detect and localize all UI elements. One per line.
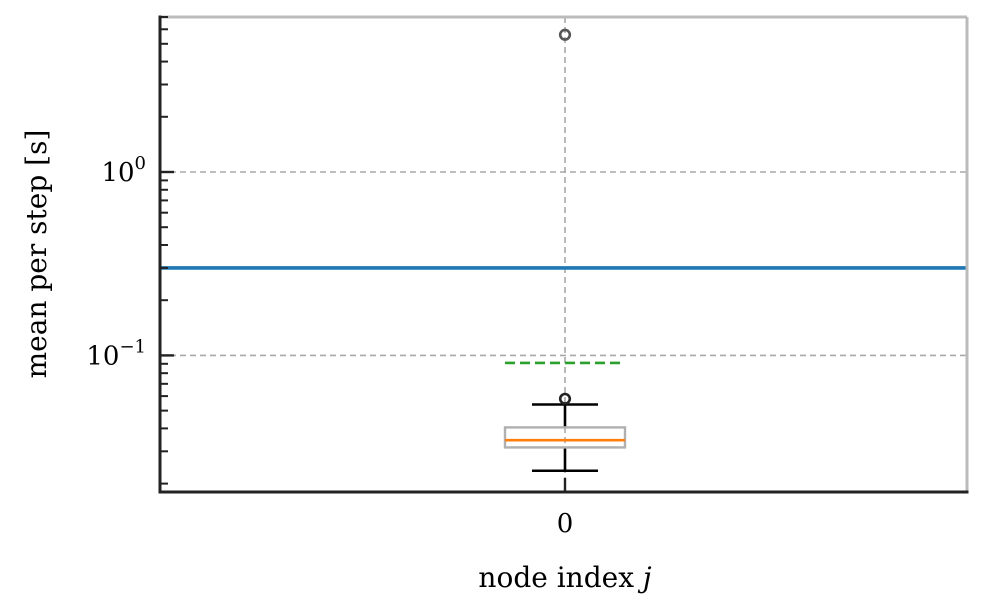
y-tick-label-1e-1: 10−1 — [86, 336, 146, 371]
y-tick-exponent: 0 — [135, 153, 146, 174]
y-tick-label-1e0: 100 — [101, 153, 146, 188]
y-axis-label: mean per step [s] — [20, 130, 53, 379]
box-iqr — [503, 426, 627, 449]
y-tick-base: 10 — [86, 341, 119, 371]
axes-spines — [158, 15, 969, 494]
x-tick-label-0: 0 — [557, 509, 574, 539]
x-axis-label: node index j — [478, 561, 651, 594]
outlier-point-0 — [558, 28, 572, 41]
y-tick-exponent: −1 — [119, 336, 146, 357]
outlier-point-1 — [558, 392, 572, 405]
chart-marks — [160, 28, 967, 473]
y-tick-base: 10 — [101, 158, 134, 188]
grid-lines — [160, 17, 967, 492]
axis-ticks — [160, 16, 567, 492]
